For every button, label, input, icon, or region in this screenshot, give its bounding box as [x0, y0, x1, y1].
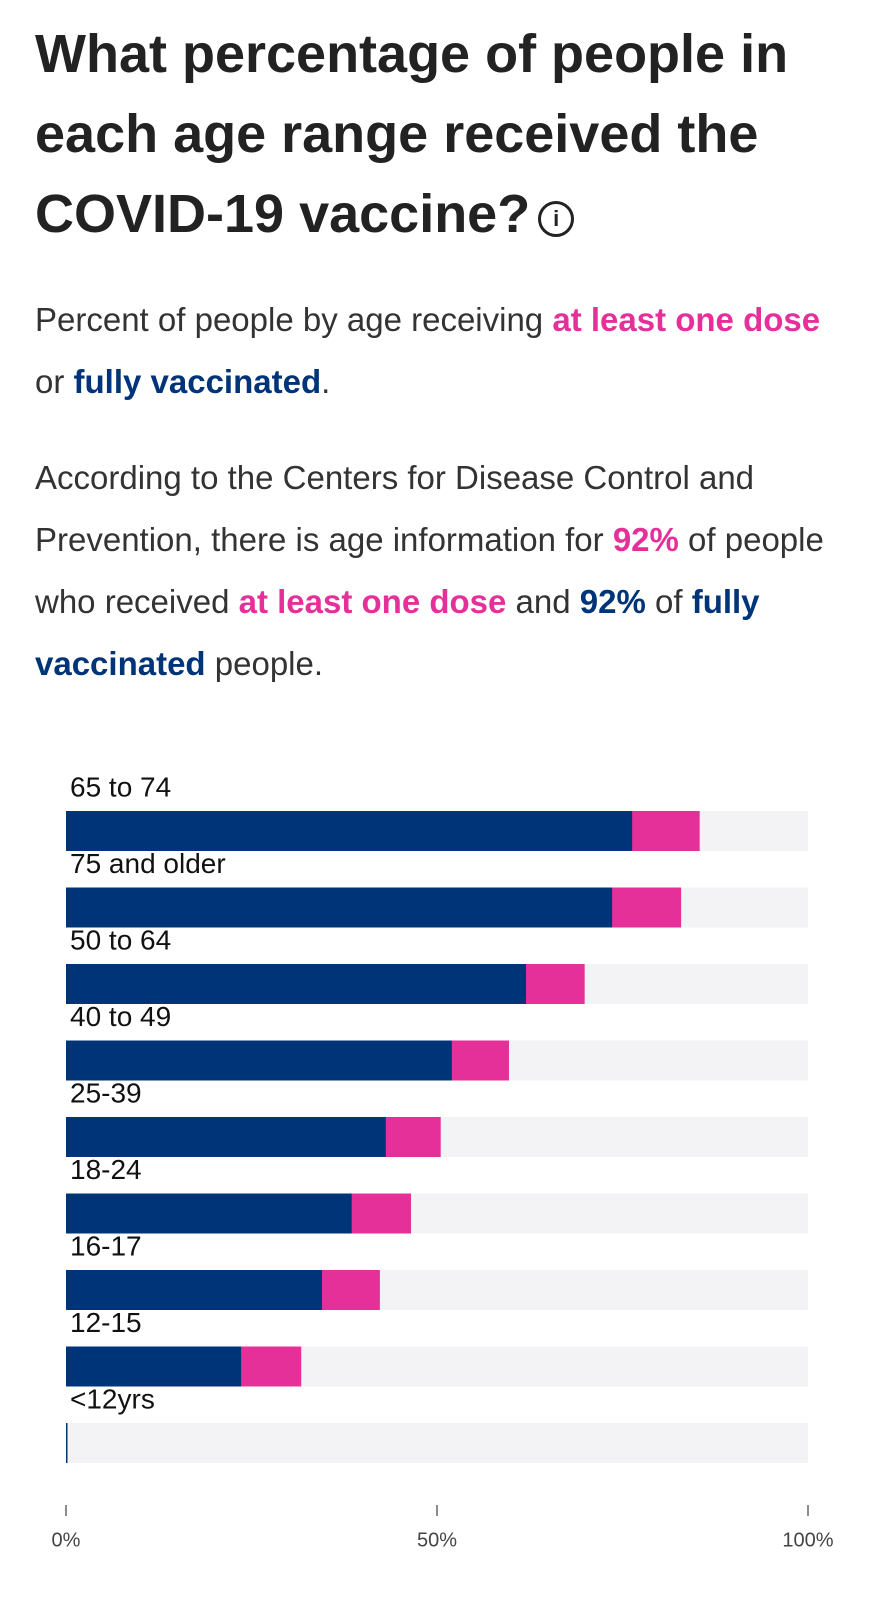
text: or	[35, 363, 74, 400]
title-text: What percentage of people in each age ra…	[35, 24, 789, 244]
series-name: at least one dose	[238, 583, 507, 620]
category-label: 25-39	[70, 1077, 142, 1108]
legend-dose: at least one dose	[552, 301, 821, 338]
note: According to the Centers for Disease Con…	[35, 447, 835, 695]
legend-full: fully vaccinated	[73, 363, 322, 400]
bar	[66, 1346, 242, 1387]
bar	[66, 964, 527, 1004]
bar	[66, 1117, 386, 1157]
subtitle: Percent of people by age receiving at le…	[35, 289, 835, 413]
series-name: fully vaccinated	[35, 583, 760, 682]
pct: 92%	[579, 583, 646, 620]
bar	[66, 887, 613, 928]
track	[66, 1423, 808, 1463]
title: What percentage of people in each age ra…	[35, 14, 865, 254]
pct: 92%	[612, 521, 679, 558]
text: Percent of people by age receiving	[35, 301, 553, 338]
category-label: 65 to 74	[70, 771, 171, 802]
category-label: 18-24	[70, 1154, 142, 1185]
info-icon[interactable]: i	[538, 201, 575, 237]
text: of people who received	[35, 521, 824, 620]
chart: 65 to 74 75 and older 50 to 64 40 to 49 25-3…	[52, 771, 834, 1551]
bar	[66, 811, 633, 851]
text: According to the Centers for Disease Con…	[35, 459, 755, 558]
category-label: <12yrs	[70, 1383, 155, 1414]
text: people.	[205, 645, 324, 682]
x-tick-label: 50%	[417, 1529, 457, 1551]
text: and	[506, 583, 580, 620]
bar	[66, 1040, 452, 1081]
category-label: 40 to 49	[70, 1001, 171, 1032]
bar	[66, 1270, 322, 1310]
category-label: 75 and older	[70, 848, 226, 879]
text: .	[321, 363, 331, 400]
category-label: 12-15	[70, 1307, 142, 1338]
x-tick-label: 100%	[782, 1529, 833, 1551]
x-tick-label: 0%	[52, 1529, 81, 1551]
bar	[66, 1193, 352, 1234]
bar	[66, 1423, 68, 1463]
category-label: 16-17	[70, 1230, 142, 1261]
text: of	[645, 583, 692, 620]
category-label: 50 to 64	[70, 924, 171, 955]
